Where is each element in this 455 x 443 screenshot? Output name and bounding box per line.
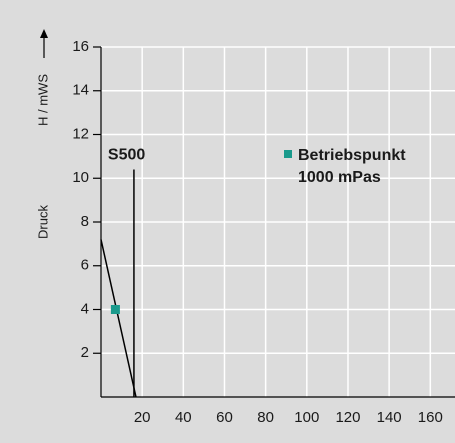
y-tick-label: 6 [81, 257, 89, 274]
legend-label: Betriebspunkt [298, 147, 406, 164]
x-tick-label: 20 [134, 409, 151, 426]
y-axis-title: H / mWS Druck [35, 29, 50, 239]
y-tick-label: 10 [72, 169, 89, 186]
y-tick-label: 2 [81, 344, 89, 361]
line [100, 239, 137, 398]
series-label: S500 [108, 147, 145, 164]
y-tick-label: 4 [81, 300, 89, 317]
x-tick-label: 60 [216, 409, 233, 426]
x-tick-label: 160 [418, 409, 443, 426]
legend-note: 1000 mPas [298, 169, 381, 186]
point [110, 305, 120, 314]
y-tick-label: 12 [72, 125, 89, 142]
x-tick-label: 140 [377, 409, 402, 426]
arrow-head [40, 29, 48, 38]
y-label: H / mWS [35, 74, 50, 126]
x-tick-label: 100 [294, 409, 319, 426]
y-tick-label: 14 [72, 82, 89, 99]
x-tick-label: 120 [335, 409, 360, 426]
y-tick-label: 16 [72, 38, 89, 55]
legend-swatch [284, 150, 292, 158]
x-tick-label: 80 [257, 409, 274, 426]
y-label-2: Druck [35, 205, 50, 239]
x-tick-label: 40 [175, 409, 192, 426]
y-tick-label: 8 [81, 213, 89, 230]
